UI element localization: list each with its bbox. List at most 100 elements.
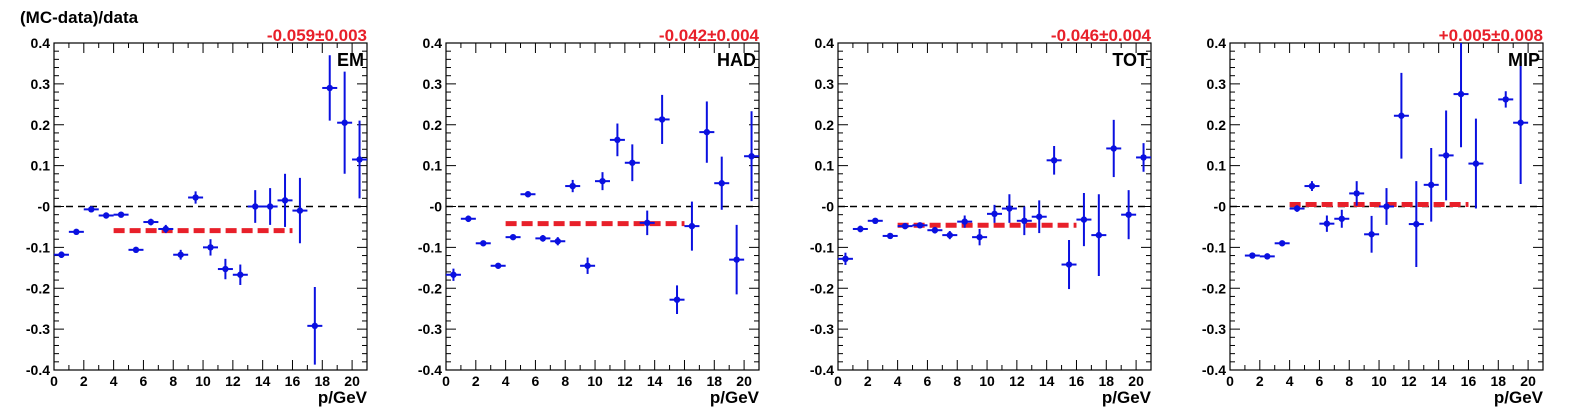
data-point [73, 228, 80, 236]
x-tick-label: 2 [472, 373, 480, 389]
y-tick-label: 0.3 [815, 76, 835, 92]
data-point [1383, 203, 1390, 210]
y-tick-label: -0.3 [26, 321, 50, 337]
data-point [1413, 220, 1420, 228]
data-point [991, 210, 998, 218]
data-point [465, 215, 472, 222]
x-tick-label: 12 [1009, 373, 1025, 389]
fit-result-label: -0.059±0.003 [267, 26, 367, 45]
data-point [494, 262, 502, 269]
data-point [281, 197, 289, 204]
y-tick-label: -0.3 [1202, 321, 1226, 337]
data-point [177, 251, 184, 258]
x-tick-label: 4 [894, 373, 902, 389]
y-tick-label: 0.3 [31, 76, 51, 92]
x-tick-label: 16 [1069, 373, 1085, 389]
data-point [1323, 220, 1331, 227]
data-point [1065, 261, 1073, 268]
x-tick-label: 0 [442, 373, 450, 389]
y-tick-label: -0.2 [26, 280, 50, 296]
y-tick-label: -0 [430, 199, 443, 215]
x-tick-label: 10 [1371, 373, 1387, 389]
data-point [644, 219, 651, 227]
data-point [688, 222, 696, 230]
y-tick-label: 0.1 [423, 158, 443, 174]
panel-label: HAD [717, 50, 756, 70]
data-point [1110, 145, 1117, 152]
y-tick-label: 0.2 [1207, 117, 1227, 133]
data-point [961, 218, 968, 225]
y-tick-label: 0.2 [815, 117, 835, 133]
data-point [326, 84, 333, 92]
x-tick-label: 6 [140, 373, 148, 389]
y-tick-label: 0.4 [1207, 35, 1227, 51]
y-tick-label: 0.4 [31, 35, 51, 51]
data-point [88, 206, 95, 213]
y-tick-label: -0.1 [810, 239, 834, 255]
data-point [207, 244, 214, 251]
data-point [222, 265, 229, 273]
data-point [1125, 211, 1132, 218]
data-point [117, 211, 125, 218]
x-axis-title: p/GeV [1102, 388, 1152, 407]
x-tick-label: 18 [1490, 373, 1506, 389]
x-tick-label: 16 [285, 373, 301, 389]
x-tick-label: 6 [1316, 373, 1324, 389]
data-point [554, 238, 561, 245]
fit-result-label: +0.005±0.008 [1439, 26, 1543, 45]
data-point [718, 180, 725, 187]
x-tick-label: 2 [864, 373, 872, 389]
data-point [266, 203, 274, 210]
y-tick-label: 0.1 [31, 158, 51, 174]
data-point [252, 203, 259, 210]
data-point [1338, 215, 1345, 222]
data-point [1080, 216, 1088, 223]
x-tick-label: 16 [677, 373, 693, 389]
data-point [1249, 252, 1256, 259]
y-tick-label: -0 [38, 199, 51, 215]
data-point [1472, 160, 1480, 167]
x-tick-label: 12 [1401, 373, 1417, 389]
x-tick-label: 2 [80, 373, 88, 389]
data-point [733, 256, 740, 263]
y-tick-label: -0.4 [418, 362, 442, 378]
data-point [931, 227, 939, 234]
x-tick-label: 14 [1039, 373, 1055, 389]
panel-tot: -0.4 -0.3 -0.2 -0.1 -0 0.1 0.2 0.3 0.4 0 2 4 6 8 10 12 1… [810, 26, 1152, 407]
data-point [237, 271, 244, 278]
x-tick-label: 20 [736, 373, 752, 389]
x-tick-label: 4 [110, 373, 118, 389]
data-point [1293, 205, 1301, 212]
data-point [450, 271, 457, 278]
data-point [1353, 190, 1360, 197]
panel-mip: -0.4 -0.3 -0.2 -0.1 -0 0.1 0.2 0.3 0.4 0 2 4 6 8 10 12 1… [1202, 26, 1544, 407]
y-tick-label: -0.2 [418, 280, 442, 296]
data-point [1021, 217, 1028, 225]
data-point [599, 177, 606, 185]
data-point [976, 233, 983, 241]
panel-had: -0.4 -0.3 -0.2 -0.1 -0 0.1 0.2 0.3 0.4 0 2 4 6 8 10 12 1… [418, 26, 760, 407]
x-tick-label: 8 [1345, 373, 1353, 389]
x-tick-label: 0 [1226, 373, 1234, 389]
data-point [748, 153, 755, 160]
x-tick-label: 14 [255, 373, 271, 389]
x-tick-label: 18 [314, 373, 330, 389]
data-point [1457, 90, 1465, 98]
y-tick-label: -0.1 [1202, 239, 1226, 255]
data-point [886, 232, 894, 240]
x-tick-label: 20 [344, 373, 360, 389]
x-tick-label: 12 [617, 373, 633, 389]
y-tick-label: 0.2 [423, 117, 443, 133]
x-tick-label: 4 [1286, 373, 1294, 389]
data-point [901, 222, 909, 230]
x-tick-label: 8 [953, 373, 961, 389]
data-point [509, 233, 517, 241]
x-tick-label: 16 [1461, 373, 1477, 389]
data-point [1050, 157, 1058, 164]
data-point [1517, 119, 1524, 126]
fit-result-label: -0.042±0.004 [659, 26, 760, 45]
x-tick-label: 10 [587, 373, 603, 389]
data-point [658, 116, 666, 123]
data-point [1140, 154, 1147, 161]
